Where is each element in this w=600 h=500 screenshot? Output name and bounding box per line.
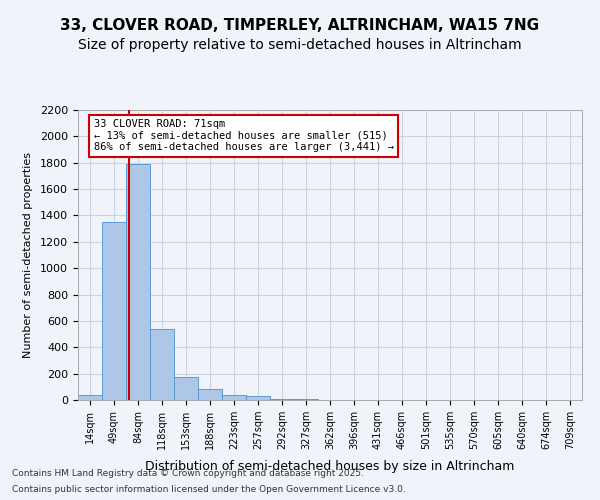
Text: Contains public sector information licensed under the Open Government Licence v3: Contains public sector information licen… <box>12 485 406 494</box>
Bar <box>198 390 222 400</box>
Bar <box>150 329 174 400</box>
Bar <box>102 222 126 400</box>
Y-axis label: Number of semi-detached properties: Number of semi-detached properties <box>23 152 33 358</box>
Text: Contains HM Land Registry data © Crown copyright and database right 2025.: Contains HM Land Registry data © Crown c… <box>12 468 364 477</box>
Bar <box>78 396 102 400</box>
X-axis label: Distribution of semi-detached houses by size in Altrincham: Distribution of semi-detached houses by … <box>145 460 515 473</box>
Bar <box>174 377 198 400</box>
Text: Size of property relative to semi-detached houses in Altrincham: Size of property relative to semi-detach… <box>78 38 522 52</box>
Bar <box>222 396 246 400</box>
Bar <box>126 164 150 400</box>
Text: 33, CLOVER ROAD, TIMPERLEY, ALTRINCHAM, WA15 7NG: 33, CLOVER ROAD, TIMPERLEY, ALTRINCHAM, … <box>61 18 539 32</box>
Bar <box>246 396 270 400</box>
Bar <box>270 398 294 400</box>
Text: 33 CLOVER ROAD: 71sqm
← 13% of semi-detached houses are smaller (515)
86% of sem: 33 CLOVER ROAD: 71sqm ← 13% of semi-deta… <box>94 119 394 152</box>
